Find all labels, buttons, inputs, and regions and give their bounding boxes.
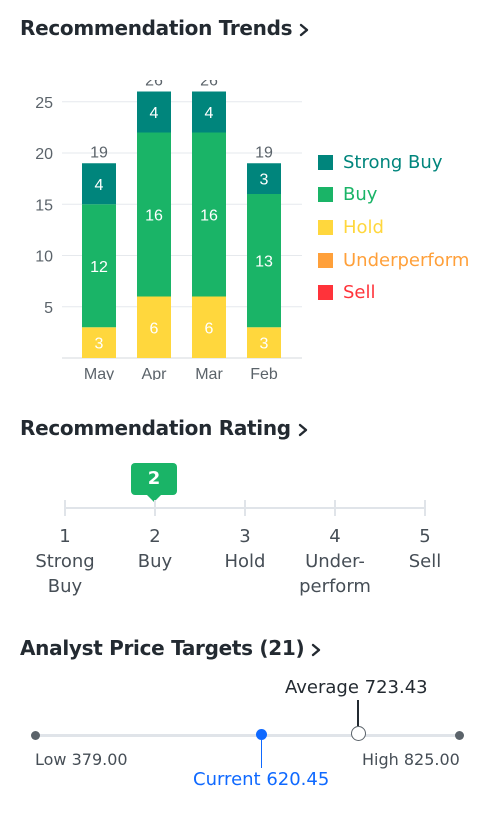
low-target-label: Low 379.00 xyxy=(35,750,128,769)
legend-swatch xyxy=(318,187,333,203)
rating-scale-label: 5 Sell xyxy=(408,526,442,572)
data-label-strong-buy: 4 xyxy=(150,105,159,122)
y-tick-label: 10 xyxy=(35,249,53,266)
price-targets-title-text: Analyst Price Targets (21) xyxy=(20,636,305,660)
rating-tick xyxy=(334,500,336,516)
bar-strong-buy xyxy=(192,91,226,133)
legend-item-hold: Hold xyxy=(318,211,469,244)
x-tick-label: May xyxy=(84,366,114,380)
chart-legend: Strong Buy Buy Hold Underperform Sell xyxy=(318,146,469,309)
chevron-right-icon xyxy=(310,638,322,662)
legend-item-underperform: Underperform xyxy=(318,244,469,277)
price-targets-title[interactable]: Analyst Price Targets (21) xyxy=(20,636,322,662)
legend-label: Sell xyxy=(343,282,376,304)
rating-tick xyxy=(64,500,66,516)
bar-strong-buy xyxy=(247,163,281,194)
average-target-marker xyxy=(351,726,366,741)
trends-title-text: Recommendation Trends xyxy=(20,16,293,40)
y-tick-label: 5 xyxy=(44,300,53,317)
data-label-strong-buy: 4 xyxy=(205,105,214,122)
data-label-hold: 6 xyxy=(205,320,214,337)
rating-tick xyxy=(424,500,426,516)
legend-swatch xyxy=(318,219,333,235)
trends-title[interactable]: Recommendation Trends xyxy=(20,16,310,42)
low-target-marker xyxy=(31,731,40,740)
y-tick-label: 25 xyxy=(35,95,53,112)
data-label-buy: 16 xyxy=(145,208,163,225)
rating-badge-pointer xyxy=(146,494,162,502)
bar-total-label: 19 xyxy=(255,144,273,161)
data-label-buy: 13 xyxy=(255,254,273,271)
current-price-marker xyxy=(256,729,267,740)
data-label-strong-buy: 3 xyxy=(260,172,269,189)
recommendation-trends-chart: 5 10 15 20 25 3 12 4 19 May 6 16 4 26 Apr 6 16 4 26 Mar 3 13 3… xyxy=(35,80,302,380)
bar-hold xyxy=(82,327,116,358)
bar-total-label: 26 xyxy=(145,80,163,90)
average-target-label: Average 723.43 xyxy=(285,677,428,698)
bar-strong-buy xyxy=(137,91,171,133)
legend-swatch xyxy=(318,154,333,170)
y-tick-label: 20 xyxy=(35,146,53,163)
bar-buy xyxy=(192,132,226,297)
data-label-hold: 6 xyxy=(150,320,159,337)
bar-hold xyxy=(192,296,226,358)
rating-scale-label: 3 Hold xyxy=(224,526,266,572)
x-tick-label: Mar xyxy=(195,366,223,380)
rating-title-text: Recommendation Rating xyxy=(20,416,291,440)
legend-swatch xyxy=(318,285,333,301)
bar-buy xyxy=(82,204,116,328)
rating-scale-label: 1 Strong Buy xyxy=(35,526,95,597)
legend-label: Buy xyxy=(343,184,378,206)
price-target-track xyxy=(35,734,459,737)
chevron-right-icon xyxy=(298,18,310,42)
legend-item-buy: Buy xyxy=(318,179,469,212)
x-tick-label: Apr xyxy=(142,366,168,380)
bar-hold xyxy=(137,296,171,358)
data-label-hold: 3 xyxy=(95,336,104,353)
data-label-hold: 3 xyxy=(260,336,269,353)
rating-tick xyxy=(154,500,156,516)
x-tick-label: Feb xyxy=(250,366,278,380)
bar-total-label: 26 xyxy=(200,80,218,90)
high-target-label: High 825.00 xyxy=(362,750,460,769)
rating-tick xyxy=(244,500,246,516)
bar-total-label: 19 xyxy=(90,144,108,161)
legend-swatch xyxy=(318,252,333,268)
data-label-buy: 16 xyxy=(200,208,218,225)
bar-buy xyxy=(137,132,171,297)
legend-item-sell: Sell xyxy=(318,276,469,309)
data-label-buy: 12 xyxy=(90,259,108,276)
rating-value-badge: 2 xyxy=(131,463,177,495)
chevron-right-icon xyxy=(297,418,309,442)
bar-hold xyxy=(247,327,281,358)
average-target-connector xyxy=(357,700,359,726)
legend-label: Underperform xyxy=(343,249,470,271)
legend-label: Strong Buy xyxy=(343,151,443,173)
y-tick-label: 15 xyxy=(35,197,53,214)
current-price-label: Current 620.45 xyxy=(193,769,330,790)
data-label-strong-buy: 4 xyxy=(95,177,104,194)
rating-scale-label: 2 Buy xyxy=(137,526,173,572)
current-price-connector xyxy=(261,740,262,768)
bar-strong-buy xyxy=(82,163,116,205)
bar-buy xyxy=(247,194,281,328)
legend-item-strong-buy: Strong Buy xyxy=(318,146,469,179)
legend-label: Hold xyxy=(343,216,384,238)
rating-scale-label: 4 Under-perform xyxy=(299,526,371,597)
high-target-marker xyxy=(455,731,464,740)
rating-title[interactable]: Recommendation Rating xyxy=(20,416,309,442)
